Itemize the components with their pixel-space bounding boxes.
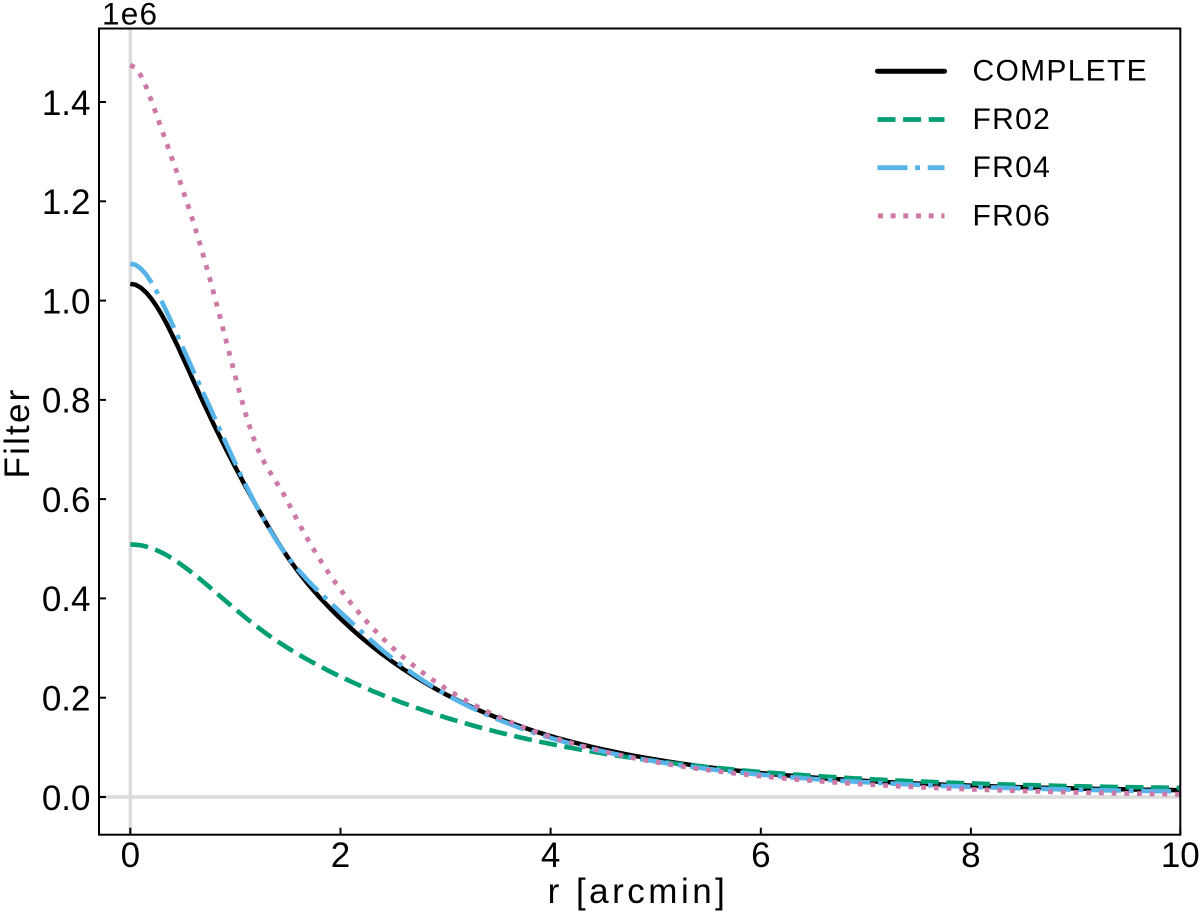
svg-text:4: 4 (541, 836, 560, 875)
svg-text:0.4: 0.4 (42, 580, 91, 619)
svg-text:6: 6 (751, 836, 770, 875)
svg-text:1e6: 1e6 (102, 0, 158, 31)
svg-text:0.2: 0.2 (42, 680, 91, 719)
svg-text:FR06: FR06 (973, 199, 1052, 232)
svg-text:1.4: 1.4 (42, 84, 91, 123)
svg-text:0.6: 0.6 (42, 481, 91, 520)
svg-text:8: 8 (961, 836, 980, 875)
svg-text:10: 10 (1161, 836, 1200, 875)
svg-text:1.2: 1.2 (42, 183, 91, 222)
svg-text:0.8: 0.8 (42, 382, 91, 421)
svg-text:r [arcmin]: r [arcmin] (548, 872, 729, 911)
svg-text:0.0: 0.0 (42, 779, 91, 818)
svg-text:COMPLETE: COMPLETE (973, 55, 1148, 88)
svg-text:FR04: FR04 (973, 151, 1052, 184)
svg-text:Filter: Filter (0, 388, 37, 479)
svg-text:2: 2 (331, 836, 350, 875)
svg-text:0: 0 (121, 836, 140, 875)
svg-text:1.0: 1.0 (42, 282, 91, 321)
svg-text:FR02: FR02 (973, 103, 1052, 136)
